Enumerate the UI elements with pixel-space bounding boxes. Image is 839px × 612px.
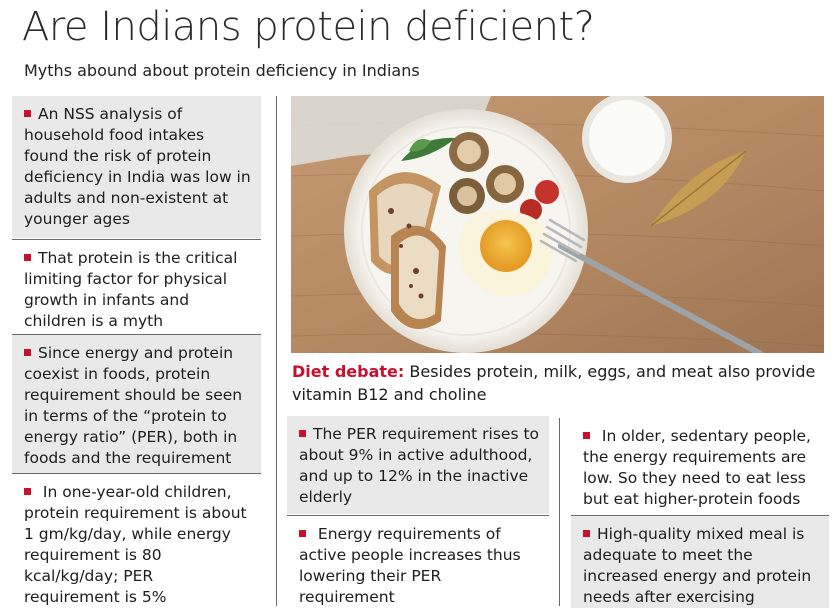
- fact-box-active-energy: Energy requirements of active people inc…: [287, 516, 549, 606]
- fact-text: An NSS analysis of household food intake…: [24, 105, 251, 228]
- column-divider-right: [559, 418, 560, 606]
- fact-box-growth-myth: That protein is the critical limiting fa…: [12, 240, 261, 334]
- fact-text: In older, sedentary people, the energy r…: [583, 427, 811, 508]
- bullet-icon: [24, 488, 31, 495]
- fact-text: In one-year-old children, protein requir…: [24, 483, 247, 606]
- photo-caption: Diet debate: Besides protein, milk, eggs…: [292, 360, 822, 406]
- caption-lead: Diet debate:: [292, 362, 405, 381]
- fact-box-per-adulthood: The PER requirement rises to about 9% in…: [287, 416, 549, 514]
- divider-rule: [571, 515, 829, 516]
- page-subtitle: Myths abound about protein deficiency in…: [24, 61, 420, 80]
- bullet-icon: [299, 430, 306, 437]
- bullet-icon: [583, 530, 590, 537]
- caption-text: Besides protein, milk, eggs, and meat al…: [292, 362, 816, 404]
- fact-text: Since energy and protein coexist in food…: [24, 344, 243, 467]
- fact-box-per-ratio: Since energy and protein coexist in food…: [12, 335, 261, 473]
- fact-box-mixed-meal: High-quality mixed meal is adequate to m…: [571, 516, 829, 608]
- fact-box-sedentary-elderly: In older, sedentary people, the energy r…: [571, 418, 829, 514]
- fact-box-children-requirement: In one-year-old children, protein requir…: [12, 474, 261, 606]
- bullet-icon: [24, 254, 31, 261]
- page-title: Are Indians protein deficient?: [22, 4, 595, 50]
- bullet-icon: [24, 110, 31, 117]
- bullet-icon: [299, 530, 306, 537]
- divider-rule: [287, 515, 549, 516]
- breakfast-plate-illustration: [291, 96, 824, 353]
- food-photo: [291, 96, 824, 353]
- fact-text: High-quality mixed meal is adequate to m…: [583, 525, 812, 606]
- divider-rule: [12, 239, 261, 240]
- fact-text: That protein is the critical limiting fa…: [24, 249, 238, 330]
- bullet-icon: [24, 349, 31, 356]
- fact-box-nss-analysis: An NSS analysis of household food intake…: [12, 96, 261, 238]
- bullet-icon: [583, 432, 590, 439]
- divider-rule: [12, 334, 261, 335]
- fact-text: Energy requirements of active people inc…: [299, 525, 521, 606]
- fact-text: The PER requirement rises to about 9% in…: [299, 425, 540, 506]
- column-divider-left: [276, 96, 277, 606]
- divider-rule: [12, 473, 261, 474]
